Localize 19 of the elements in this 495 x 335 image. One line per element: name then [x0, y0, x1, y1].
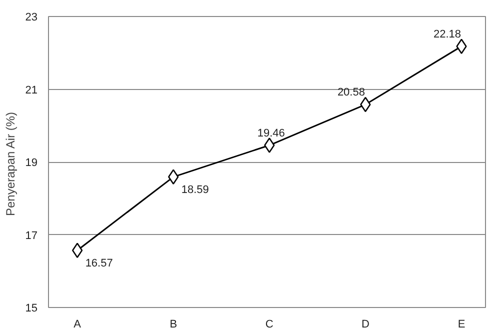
data-label: 16.57: [85, 257, 113, 270]
y-axis-title: Penyerapan Air (%): [3, 112, 18, 216]
y-tick-label: 17: [25, 230, 38, 242]
x-tick-label: A: [74, 318, 82, 330]
x-tick-label: D: [361, 318, 370, 330]
data-label: 22.18: [433, 28, 462, 40]
x-tick-label: B: [170, 318, 178, 330]
data-label: 18.59: [181, 184, 209, 196]
y-tick-label: 15: [25, 302, 38, 314]
point: [72, 242, 83, 258]
data-label: 19.46: [257, 127, 285, 140]
y-tick-label: 19: [25, 157, 38, 169]
point: [264, 138, 275, 153]
x-tick-label: C: [265, 318, 274, 330]
point: [456, 38, 467, 54]
x-tick-label: E: [458, 318, 466, 330]
data-label: 20.58: [337, 86, 365, 99]
y-tick-label: 23: [25, 12, 38, 24]
y-tick-label: 21: [25, 84, 38, 96]
